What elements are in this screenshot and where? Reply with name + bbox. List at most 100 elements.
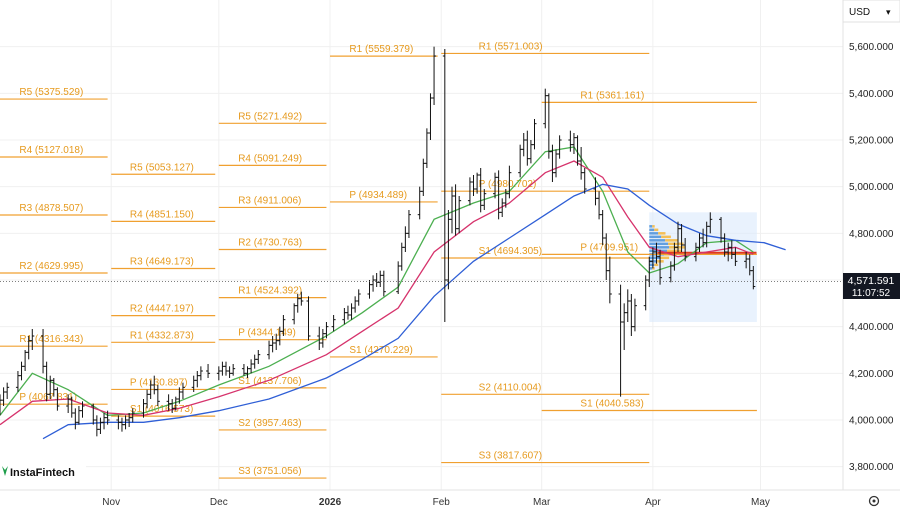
pivot-label-r4: R4 (5091.249) bbox=[238, 153, 302, 164]
price-axis-background bbox=[843, 0, 900, 490]
pivot-label-s3: S3 (3751.056) bbox=[238, 466, 301, 477]
pivot-label-r1: R1 (5571.003) bbox=[479, 41, 543, 52]
pivot-label-r4: R4 (5127.018) bbox=[19, 145, 83, 156]
ohlc-bar bbox=[482, 189, 487, 210]
ohlc-bar bbox=[206, 364, 211, 378]
time-tick-label: Mar bbox=[533, 497, 551, 508]
pivot-label-r5: R5 (5375.529) bbox=[19, 87, 83, 98]
ohlc-bar bbox=[507, 165, 512, 199]
pivot-label-r3: R3 (4878.507) bbox=[19, 203, 83, 214]
volume-profile-bin-buy bbox=[649, 242, 669, 246]
time-axis-background bbox=[0, 490, 900, 510]
volume-profile-bin-buy bbox=[649, 256, 661, 260]
pivot-label-s1: S1 (4016.573) bbox=[130, 404, 193, 415]
pivot-label-s1: S1 (4040.583) bbox=[580, 399, 643, 410]
ohlc-bar bbox=[658, 249, 663, 285]
volume-profile-bin-sell bbox=[668, 242, 684, 246]
pivot-label-r5: R5 (5271.492) bbox=[238, 111, 302, 122]
ohlc-bar bbox=[281, 315, 286, 336]
last-price-value: 4,571.591 bbox=[848, 275, 895, 287]
ohlc-bar bbox=[256, 350, 261, 364]
moving-average-ma-mid bbox=[0, 160, 754, 426]
ohlc-bar bbox=[356, 289, 361, 306]
ohlc-bar bbox=[80, 401, 85, 418]
ohlc-bar bbox=[733, 247, 738, 266]
pivot-label-r1: R1 (4524.392) bbox=[238, 286, 302, 297]
ohlc-bar bbox=[324, 322, 329, 339]
logo-background bbox=[0, 462, 86, 482]
ohlc-bar bbox=[607, 256, 612, 304]
ohlc-bar bbox=[331, 315, 336, 332]
ohlc-bar bbox=[5, 382, 10, 399]
ohlc-bar bbox=[751, 266, 756, 290]
ohlc-bar bbox=[632, 298, 637, 332]
ohlc-bar bbox=[198, 366, 203, 381]
volume-profile-bin-buy bbox=[649, 246, 670, 249]
volume-profile-bin-buy bbox=[649, 232, 659, 235]
currency-label: USD bbox=[849, 7, 870, 18]
time-tick-label: May bbox=[751, 497, 770, 508]
pivot-label-p: P (4934.489) bbox=[349, 190, 407, 201]
price-bars bbox=[0, 46, 756, 437]
ohlc-bar bbox=[155, 385, 160, 406]
moving-average-ma-slow bbox=[42, 183, 786, 440]
pivot-label-s1: S1 (4270.229) bbox=[349, 345, 412, 356]
pivot-label-s2: S2 (3957.463) bbox=[238, 418, 301, 429]
volume-profile-bin-buy bbox=[649, 263, 655, 267]
volume-profile-bin-buy bbox=[649, 228, 655, 232]
pivot-label-s2: S2 (4110.004) bbox=[479, 382, 542, 393]
pivot-label-r3: R3 (4649.173) bbox=[130, 257, 194, 268]
pivot-label-r5: R5 (5053.127) bbox=[130, 162, 194, 173]
pivot-label-r1: R1 (5361.161) bbox=[580, 90, 644, 101]
pivot-label-r1: R1 (4332.873) bbox=[130, 330, 194, 341]
volume-profile-bin-sell bbox=[652, 225, 655, 228]
ohlc-bar bbox=[683, 238, 688, 262]
volume-profile-bin-sell bbox=[660, 256, 670, 260]
volume-profile-bin-sell bbox=[652, 267, 655, 270]
pivot-label-r3: R3 (4911.006) bbox=[238, 195, 301, 206]
ohlc-bar bbox=[457, 196, 462, 234]
pivot-label-r4: R4 (4851.150) bbox=[130, 209, 194, 220]
ohlc-bar bbox=[30, 329, 35, 350]
volume-profile-bin-sell bbox=[658, 232, 666, 235]
last-price-tag bbox=[843, 273, 900, 299]
pivot-label-s3: S3 (3817.607) bbox=[479, 451, 542, 462]
price-tick-label: 4,800.000 bbox=[849, 229, 894, 240]
price-tick-label: 5,600.000 bbox=[849, 42, 894, 53]
chevron-down-icon: ▾ bbox=[886, 7, 891, 17]
logo-text: InstaFintech bbox=[10, 467, 75, 479]
time-tick-label: 2026 bbox=[319, 497, 342, 508]
pivot-label-p: P (4067.831) bbox=[19, 392, 77, 403]
price-tick-label: 5,400.000 bbox=[849, 89, 894, 100]
ohlc-bar bbox=[532, 119, 537, 150]
pivot-label-s1: S1 (4694.305) bbox=[479, 246, 542, 257]
pivot-label-r2: R2 (4447.197) bbox=[130, 304, 194, 315]
volume-profile-bin-buy bbox=[649, 267, 653, 270]
time-tick-label: Dec bbox=[210, 497, 228, 508]
ohlc-bar bbox=[231, 364, 236, 376]
currency-selector[interactable] bbox=[842, 0, 900, 23]
time-tick-label: Apr bbox=[645, 497, 661, 508]
time-tick-label: Nov bbox=[102, 497, 120, 508]
pivot-label-r1: R1 (5559.379) bbox=[349, 44, 413, 55]
ohlc-bar bbox=[299, 291, 304, 306]
last-price-timer: 11:07:52 bbox=[852, 288, 891, 299]
price-tick-label: 4,400.000 bbox=[849, 322, 894, 333]
volume-profile-bin-sell bbox=[665, 239, 679, 242]
ohlc-bar bbox=[381, 270, 386, 297]
ohlc-bar bbox=[557, 135, 562, 159]
settings-gear-icon[interactable] bbox=[868, 495, 880, 507]
time-tick-label: Feb bbox=[433, 497, 451, 508]
ohlc-bar bbox=[105, 410, 110, 425]
volume-profile-bin-sell bbox=[654, 228, 659, 232]
pivot-label-r2: R2 (4629.995) bbox=[19, 261, 83, 272]
ohlc-bar bbox=[406, 210, 411, 238]
price-tick-label: 5,200.000 bbox=[849, 136, 894, 147]
pivot-label-p: P (4980.702) bbox=[479, 179, 537, 190]
instafintech-logo: InstaFintech bbox=[0, 462, 86, 482]
volume-profile-bin-buy bbox=[649, 225, 653, 228]
